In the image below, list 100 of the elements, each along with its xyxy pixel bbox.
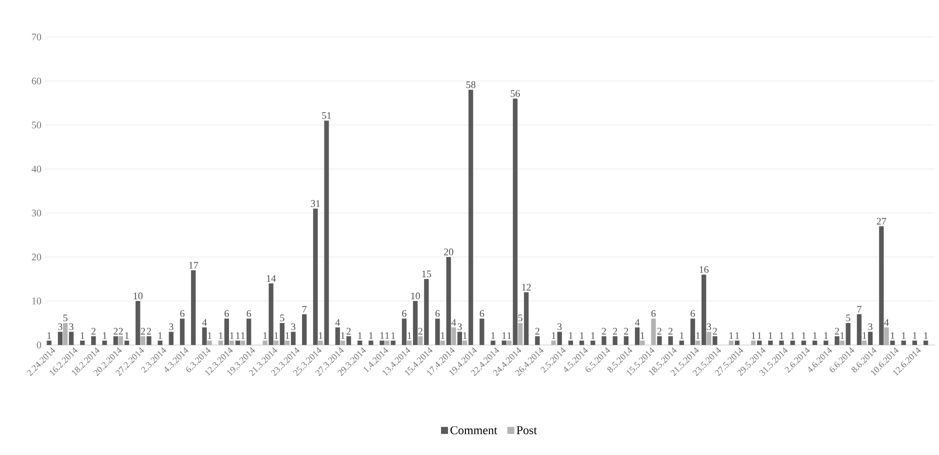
- bar: [923, 340, 928, 345]
- data-label: 2: [657, 328, 662, 334]
- data-label: 7: [302, 306, 307, 312]
- bar: [435, 318, 440, 345]
- data-label: 5: [63, 314, 68, 322]
- data-label: 1: [408, 332, 412, 339]
- data-label: 4: [202, 319, 207, 326]
- bar: [235, 340, 240, 345]
- bar: [624, 336, 628, 345]
- data-label: 31: [310, 200, 320, 207]
- bar: [113, 336, 118, 345]
- bar: [690, 318, 696, 345]
- bar: [557, 332, 562, 345]
- legend-label: Post: [516, 426, 537, 434]
- data-label: 3: [458, 323, 462, 330]
- data-label: 1: [680, 332, 684, 339]
- data-label: 1: [502, 332, 506, 339]
- data-label: 3: [558, 323, 562, 330]
- bar: [324, 120, 329, 345]
- data-label: 2: [712, 328, 717, 334]
- data-label: 1: [263, 332, 267, 339]
- bar: [535, 336, 540, 345]
- data-label: 7: [857, 306, 862, 312]
- data-label: 15: [422, 270, 432, 278]
- data-label: 1: [736, 332, 740, 339]
- data-label: 3: [706, 323, 712, 330]
- data-label: 14: [266, 275, 276, 282]
- data-label: 2: [118, 328, 123, 334]
- data-label: 5: [846, 314, 850, 322]
- bar: [668, 336, 673, 345]
- bar: [158, 340, 162, 345]
- bar: [480, 318, 484, 345]
- bar: [801, 340, 806, 345]
- bar: [912, 340, 918, 345]
- bar: [358, 340, 362, 345]
- bar: [402, 318, 407, 345]
- bar: [812, 340, 818, 345]
- data-label: 4: [335, 319, 340, 326]
- bar: [146, 336, 152, 345]
- data-label: 2: [114, 328, 118, 334]
- bar: [679, 340, 684, 345]
- data-label: 2: [602, 328, 606, 334]
- data-label: 1: [358, 332, 362, 339]
- bar: [590, 340, 596, 345]
- bar: [568, 340, 574, 345]
- bar: [712, 336, 718, 345]
- data-label: 1: [824, 332, 828, 339]
- y-tick-label: 10: [32, 298, 42, 304]
- data-label: 2: [535, 328, 540, 334]
- data-label: 1: [125, 332, 129, 339]
- data-label: 1: [730, 332, 734, 339]
- data-label: 1: [463, 332, 467, 339]
- bar: [424, 279, 429, 345]
- bar: [180, 318, 185, 345]
- data-label: 5: [518, 314, 522, 322]
- bar: [302, 314, 307, 345]
- bar: [191, 270, 196, 345]
- data-label: 1: [392, 332, 396, 339]
- data-label: 3: [291, 323, 296, 330]
- bar: [457, 332, 462, 345]
- bar: [68, 332, 74, 345]
- data-label: 1: [591, 332, 595, 339]
- bar: [390, 340, 396, 345]
- bar: [602, 336, 606, 345]
- data-label: 1: [219, 332, 223, 339]
- data-label: 1: [508, 332, 512, 339]
- data-label: 1: [47, 332, 52, 339]
- bar: [879, 226, 884, 345]
- bar: [124, 340, 130, 345]
- data-label: 2: [418, 328, 422, 334]
- bar: [202, 327, 207, 345]
- bar: [380, 340, 384, 345]
- bar: [268, 283, 274, 345]
- bar: [757, 340, 762, 345]
- y-tick-label: 60: [32, 78, 42, 84]
- data-label: 1: [840, 332, 844, 339]
- data-label: 1: [286, 332, 290, 339]
- bar: [657, 336, 662, 345]
- bar: [779, 340, 784, 345]
- data-label: 1: [580, 332, 584, 339]
- bar: [824, 340, 828, 345]
- bar: [702, 274, 706, 345]
- data-label: 2: [613, 328, 618, 334]
- bar: [280, 323, 284, 345]
- data-label: 20: [444, 248, 454, 256]
- data-label: 1: [491, 332, 495, 339]
- data-label: 17: [189, 262, 198, 268]
- data-label: 1: [241, 332, 245, 339]
- data-label: 2: [668, 328, 673, 334]
- data-label: 4: [884, 319, 889, 326]
- data-label: 1: [752, 332, 756, 339]
- bar: [579, 340, 584, 345]
- data-label: 3: [169, 323, 174, 330]
- data-label: 1: [341, 332, 345, 339]
- bar: [224, 318, 229, 345]
- bar: [790, 340, 795, 345]
- data-label: 1: [80, 332, 84, 339]
- data-label: 56: [510, 90, 520, 97]
- data-label: 1: [552, 332, 556, 339]
- data-label: 1: [569, 332, 573, 339]
